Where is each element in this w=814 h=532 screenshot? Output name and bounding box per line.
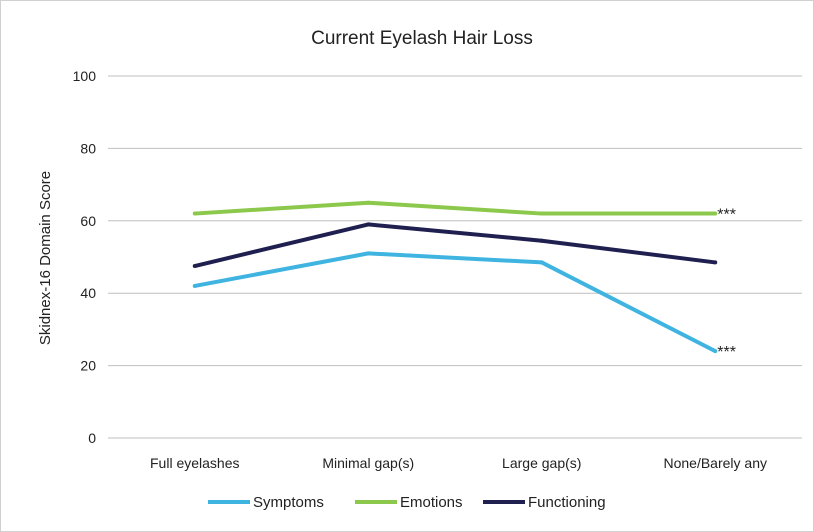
x-tick-label: Large gap(s)	[502, 455, 581, 471]
series-line-symptoms	[194, 251, 717, 353]
data-point-symptoms	[539, 260, 544, 265]
y-axis-title: Skidnex-16 Domain Score	[37, 171, 54, 345]
legend-label-functioning: Functioning	[528, 494, 606, 511]
chart-title: Current Eyelash Hair Loss	[311, 28, 533, 49]
annotations: *** ***	[717, 207, 736, 362]
data-point-functioning	[539, 238, 544, 243]
x-tick-label: Minimal gap(s)	[322, 455, 414, 471]
y-tick-label: 20	[80, 358, 96, 374]
data-point-functioning	[192, 264, 197, 269]
data-point-emotions	[713, 211, 718, 216]
data-point-emotions	[539, 211, 544, 216]
x-tick-labels: Full eyelashes Minimal gap(s) Large gap(s)…	[150, 455, 767, 471]
legend: Symptoms Emotions Functioning	[208, 494, 606, 511]
data-point-functioning	[366, 222, 371, 227]
data-point-symptoms	[366, 251, 371, 256]
y-tick-label: 80	[80, 140, 96, 156]
y-tick-label: 40	[80, 285, 96, 301]
significance-annotation: ***	[717, 344, 736, 361]
data-point-emotions	[192, 211, 197, 216]
gridlines	[108, 75, 802, 439]
series-line-functioning	[194, 222, 716, 268]
y-tick-label: 100	[73, 68, 97, 84]
y-tick-label: 60	[80, 213, 96, 229]
legend-label-symptoms: Symptoms	[253, 494, 324, 511]
data-point-symptoms	[713, 349, 718, 354]
x-tick-label: None/Barely any	[663, 455, 767, 471]
data-point-symptoms	[192, 283, 197, 288]
data-point-functioning	[713, 260, 718, 265]
x-tick-label: Full eyelashes	[150, 455, 240, 471]
series-line-emotions	[194, 200, 716, 216]
data-point-emotions	[366, 200, 371, 205]
y-tick-labels: 0 20 40 60 80 100	[73, 68, 97, 446]
y-tick-label: 0	[88, 430, 96, 446]
series-lines	[192, 200, 718, 354]
significance-annotation: ***	[717, 207, 736, 224]
legend-label-emotions: Emotions	[400, 494, 463, 511]
